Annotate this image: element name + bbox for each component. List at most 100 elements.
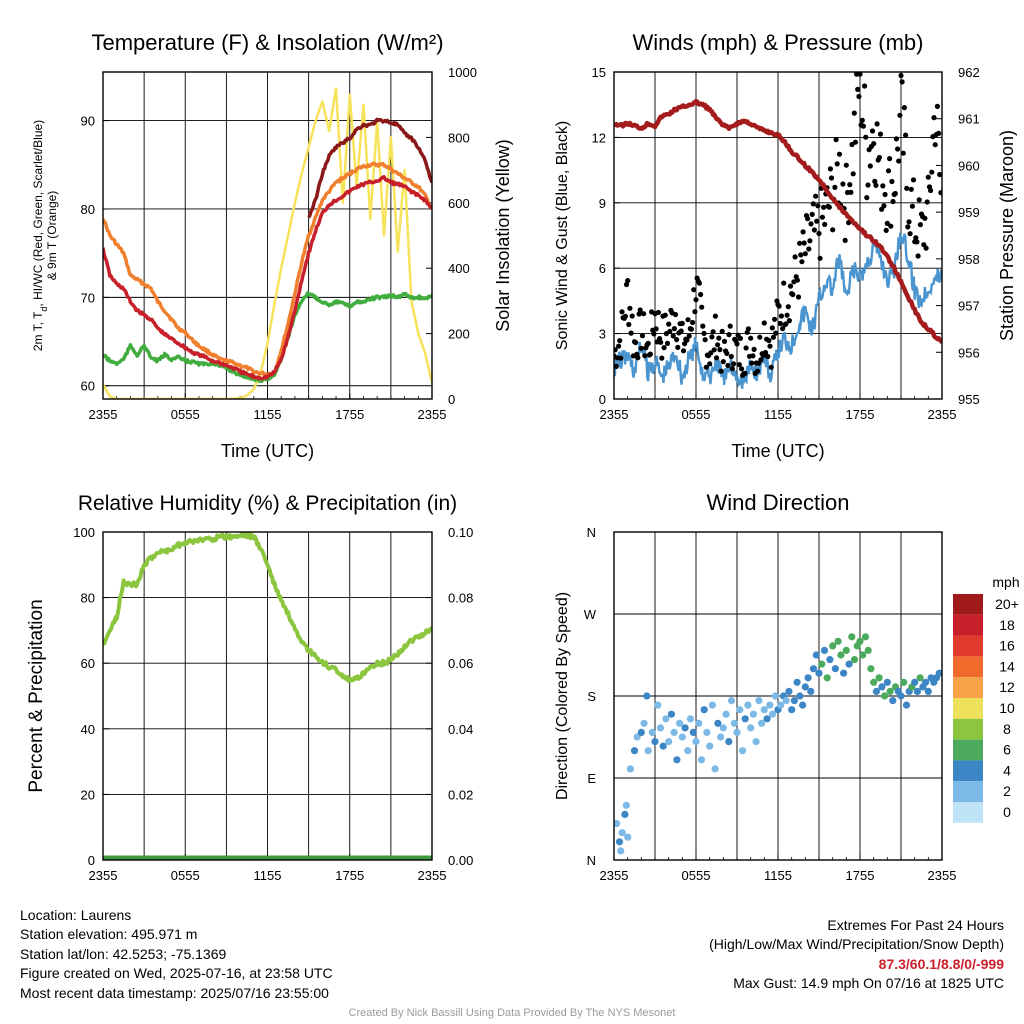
gust-point	[780, 326, 786, 332]
direction-point	[648, 728, 656, 737]
x-axis-label: Time (UTC)	[731, 441, 824, 461]
gust-point	[679, 320, 685, 326]
gust-point	[707, 361, 713, 367]
gust-point	[701, 330, 707, 336]
gust-point	[936, 130, 942, 136]
legend-swatch	[953, 802, 983, 823]
direction-point	[736, 706, 744, 714]
direction-point	[785, 687, 793, 696]
y-right-tick-label: 600	[448, 196, 470, 211]
gust-point	[843, 162, 849, 168]
data-layer	[614, 72, 942, 389]
gust-point	[862, 83, 868, 89]
series-pressure	[614, 98, 942, 344]
gust-point	[887, 156, 893, 162]
gust-point	[642, 353, 648, 359]
direction-point	[717, 733, 725, 741]
gust-point	[917, 222, 924, 228]
data-layer	[614, 633, 942, 855]
gust-point	[893, 136, 900, 142]
y-tick-label: 90	[81, 114, 95, 129]
gust-point	[690, 319, 696, 326]
gust-point	[622, 313, 629, 319]
gust-point	[892, 190, 898, 197]
gust-point	[913, 235, 919, 241]
gust-point	[727, 323, 733, 329]
direction-point	[867, 665, 875, 673]
gust-point	[698, 291, 704, 298]
x-tick-label: 1755	[335, 868, 364, 883]
gust-point	[758, 357, 764, 363]
series-sonic-wind	[614, 231, 942, 389]
direction-point	[749, 710, 758, 718]
y-right-tick-label: 0.08	[448, 591, 473, 606]
direction-point	[889, 697, 897, 705]
y-tick-label: 0	[88, 853, 95, 868]
direction-point	[630, 747, 639, 755]
direction-point	[799, 701, 807, 709]
x-tick-label: 1155	[764, 868, 792, 883]
direction-point	[911, 678, 919, 686]
gust-point	[718, 368, 724, 374]
y-right-axis-label: Station Pressure (Maroon)	[997, 130, 1017, 341]
gust-point	[821, 204, 827, 210]
plot-frame	[102, 71, 433, 400]
gust-point	[623, 281, 630, 288]
direction-point	[834, 637, 842, 645]
gust-point	[873, 182, 879, 188]
gust-point	[871, 141, 877, 147]
legend-label: 6	[1003, 742, 1011, 758]
chart-title: Wind Direction	[706, 490, 849, 515]
direction-point	[850, 656, 859, 664]
legend-label: 18	[999, 617, 1015, 633]
gust-point	[865, 182, 871, 188]
gust-point	[742, 370, 748, 376]
direction-point	[870, 678, 878, 686]
direction-point	[692, 738, 700, 746]
gust-point	[662, 312, 668, 318]
gust-point	[797, 240, 803, 246]
gust-point	[625, 278, 631, 284]
x-tick-label: 2355	[600, 868, 629, 883]
direction-point	[637, 728, 645, 737]
direction-point	[741, 715, 749, 723]
series-relative-humidity	[103, 532, 432, 683]
gust-point	[734, 341, 740, 347]
gust-point	[822, 221, 828, 227]
direction-point	[790, 697, 799, 705]
direction-point	[829, 642, 837, 650]
gust-point	[932, 142, 938, 148]
legend-swatch	[953, 760, 983, 782]
gust-point	[860, 123, 867, 129]
gust-point	[916, 197, 922, 203]
gust-point	[937, 171, 942, 178]
series-insolation	[103, 87, 432, 399]
gust-point	[627, 305, 633, 311]
extremes-panel: Extremes For Past 24 Hours (High/Low/Max…	[709, 916, 1004, 994]
gust-point	[713, 355, 720, 361]
y-right-tick-label: 962	[958, 65, 980, 80]
gust-point	[765, 353, 771, 360]
direction-point	[900, 678, 908, 686]
gust-point	[842, 237, 848, 243]
gust-point	[909, 203, 916, 209]
gust-point	[766, 337, 772, 344]
gust-point	[890, 198, 896, 205]
gust-point	[778, 313, 785, 319]
gust-point	[762, 349, 769, 356]
direction-point	[766, 701, 774, 709]
legend-label: 8	[1003, 721, 1011, 737]
direction-point	[651, 738, 659, 746]
data-layer	[103, 532, 432, 860]
gust-point	[639, 333, 646, 339]
direction-point	[935, 669, 942, 677]
station-elevation: Station elevation: 495.971 m	[20, 926, 198, 943]
direction-point	[725, 738, 733, 746]
gust-point	[874, 121, 880, 127]
gust-point	[794, 277, 801, 283]
gust-point	[925, 174, 931, 180]
series-gust	[614, 72, 942, 378]
gust-point	[712, 313, 719, 319]
gust-point	[815, 203, 821, 209]
